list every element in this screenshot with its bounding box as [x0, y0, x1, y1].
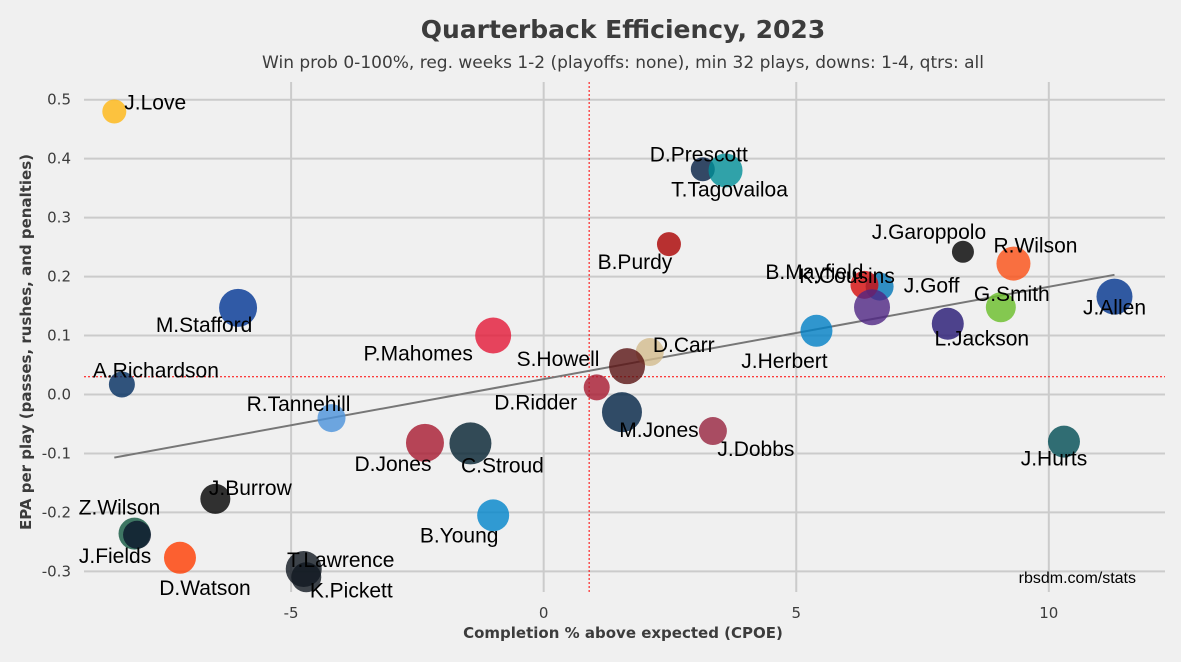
player-label: J.Dobbs [717, 438, 794, 461]
player-point [108, 371, 135, 398]
player-point [405, 423, 444, 462]
x-tick-label: 0 [539, 604, 549, 622]
player-label: J.Burrow [209, 477, 293, 500]
player-label: B.Purdy [598, 251, 673, 274]
player-label: M.Jones [619, 419, 698, 442]
x-tick-label: 10 [1039, 604, 1058, 622]
player-label: P.Mahomes [363, 343, 472, 366]
player-label: K.Cousins [799, 265, 895, 288]
player-point [951, 240, 974, 263]
player-point [163, 541, 196, 574]
points-layer [102, 99, 1133, 593]
player-point [102, 99, 127, 124]
player-point [1047, 425, 1080, 458]
player-label: J.Goff [904, 275, 960, 298]
y-tick-label: 0.5 [47, 91, 71, 109]
player-point [475, 317, 512, 354]
player-point [854, 289, 891, 326]
player-point [477, 499, 510, 532]
player-label: J.Garoppolo [872, 221, 986, 244]
player-point [708, 153, 743, 188]
y-tick-label: 0.1 [47, 327, 71, 345]
y-tick-label: 0.2 [47, 268, 71, 286]
player-label: L.Jackson [935, 328, 1030, 351]
player-label: D.Jones [354, 453, 431, 476]
player-label: M.Stafford [156, 314, 253, 337]
player-point [291, 562, 322, 593]
x-tick-label: -5 [284, 604, 299, 622]
player-label: A.Richardson [93, 359, 219, 382]
player-point [800, 314, 833, 347]
player-label: T.Lawrence [287, 549, 394, 572]
ticks-layer: -5 0 5 10 -0.3 -0.2 -0.1 0.0 0.1 0.2 0.3 0.4 0.5 [42, 91, 1059, 622]
y-tick-label: -0.1 [42, 444, 71, 462]
player-point [656, 232, 681, 257]
player-point [931, 307, 964, 340]
player-label: J.Love [124, 91, 186, 114]
player-point [698, 417, 727, 446]
player-label: B.Young [420, 524, 499, 547]
player-point [996, 246, 1031, 281]
player-point [985, 292, 1016, 323]
player-point [1096, 278, 1133, 315]
player-label: D.Watson [159, 577, 250, 600]
player-point [449, 422, 492, 465]
player-label: C.Stroud [461, 454, 544, 477]
player-point [609, 348, 646, 385]
x-axis-label: Completion % above expected (CPOE) [463, 624, 783, 642]
player-label: J.Fields [79, 545, 151, 568]
labels-layer: J.Love D.Prescott T.Tagovailoa B.Purdy J.Gar… [79, 91, 1146, 602]
player-label: K.Pickett [310, 579, 393, 602]
player-label: R.Tannehill [247, 393, 351, 416]
player-point [583, 374, 610, 401]
player-point [317, 404, 346, 433]
chart-title: Quarterback Efficiency, 2023 [421, 15, 825, 44]
player-label: Z.Wilson [79, 497, 161, 520]
player-label: G.Smith [974, 283, 1050, 306]
grid-layer [84, 82, 1165, 592]
player-point [690, 157, 715, 182]
player-label: J.Allen [1083, 297, 1146, 320]
player-point [123, 520, 152, 549]
y-axis-label: EPA per play (passes, rushes, and penalt… [17, 154, 35, 530]
player-label: D.Prescott [650, 143, 748, 166]
credit-text: rbsdm.com/stats [1019, 570, 1136, 587]
player-point [219, 288, 258, 327]
player-label: B.Mayfield [765, 261, 863, 284]
player-label: D.Ridder [494, 391, 577, 414]
y-tick-label: -0.3 [42, 562, 71, 580]
y-tick-label: 0.3 [47, 209, 71, 227]
player-label: R.Wilson [993, 235, 1077, 258]
player-point [200, 483, 231, 514]
y-tick-label: 0.0 [47, 385, 71, 403]
chart-subtitle: Win prob 0-100%, reg. weeks 1-2 (playoff… [262, 53, 984, 73]
player-label: J.Herbert [741, 350, 828, 373]
x-tick-label: 5 [791, 604, 801, 622]
player-label: S.Howell [517, 348, 600, 371]
player-label: D.Carr [653, 334, 715, 357]
player-point [601, 392, 642, 433]
y-tick-label: 0.4 [47, 150, 71, 168]
player-label: T.Tagovailoa [671, 178, 788, 201]
player-label: J.Hurts [1021, 448, 1088, 471]
y-tick-label: -0.2 [42, 503, 71, 521]
